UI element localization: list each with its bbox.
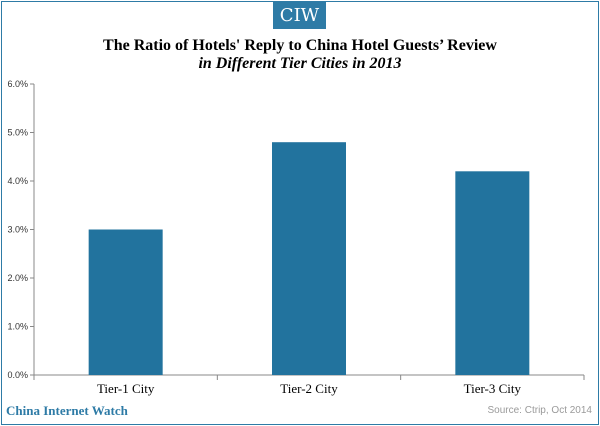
x-tick-label: Tier-3 City [464,381,522,396]
footer-source: Source: Ctrip, Oct 2014 [487,405,593,416]
x-tick-label: Tier-1 City [97,381,155,396]
y-tick-label: 2.0% [7,273,28,283]
chart-subtitle: in Different Tier Cities in 2013 [198,55,402,72]
bar [88,229,163,375]
y-tick-label: 1.0% [7,322,28,332]
y-tick-label: 5.0% [7,128,28,138]
x-tick-label: Tier-2 City [280,381,338,396]
y-tick-label: 3.0% [7,225,28,235]
ciw-logo: CIW [273,2,326,29]
footer-brand: China Internet Watch [6,403,128,418]
bar [272,142,346,375]
y-tick-label: 6.0% [7,79,28,89]
y-tick-label: 0.0% [7,370,28,380]
bar [455,171,530,375]
y-tick-label: 4.0% [7,176,28,186]
chart-title: The Ratio of Hotels' Reply to China Hote… [103,37,497,54]
